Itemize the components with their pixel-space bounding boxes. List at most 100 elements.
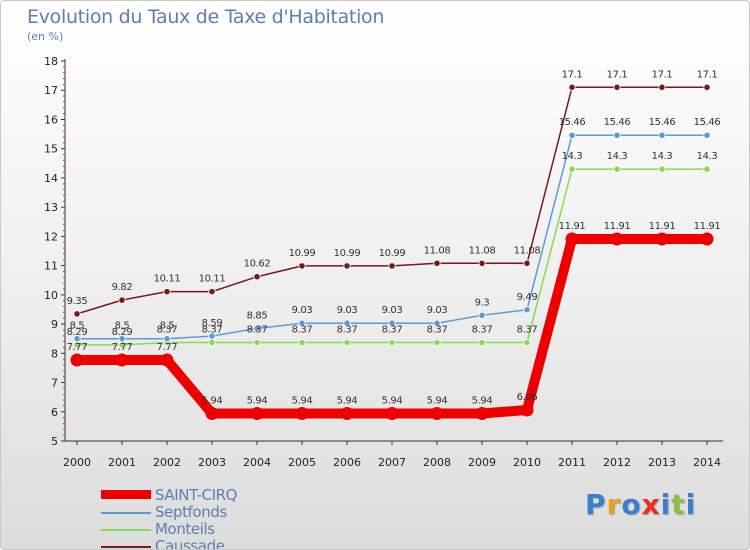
data-label: 11.08 — [469, 245, 496, 256]
data-point — [433, 319, 441, 327]
data-label: 15.46 — [604, 117, 631, 128]
data-point — [655, 232, 669, 246]
data-point — [208, 332, 216, 340]
chart-subtitle: (en %) — [27, 30, 64, 43]
data-label: 14.3 — [652, 151, 673, 162]
data-point — [163, 288, 171, 296]
data-label: 10.11 — [154, 274, 181, 285]
data-point — [298, 338, 306, 347]
data-point — [343, 262, 351, 270]
y-tick-label: 9 — [51, 318, 58, 331]
data-label: 15.46 — [649, 117, 676, 128]
data-label: 8.29 — [67, 327, 88, 338]
legend-swatch — [101, 529, 151, 531]
data-point — [478, 311, 486, 319]
data-label: 8.5 — [160, 321, 175, 332]
y-tick-label: 18 — [44, 55, 58, 68]
data-label: 14.3 — [607, 151, 628, 162]
data-point — [613, 165, 621, 173]
data-point — [253, 338, 261, 347]
y-tick-label: 14 — [44, 172, 58, 185]
logo-letter: x — [641, 488, 661, 521]
data-label: 8.37 — [202, 324, 223, 335]
data-label: 8.37 — [472, 324, 493, 335]
data-label: 14.3 — [697, 151, 718, 162]
data-point — [613, 131, 621, 139]
data-point — [250, 407, 264, 421]
data-point — [388, 262, 396, 270]
x-tick-label: 2001 — [108, 456, 136, 469]
y-tick-label: 6 — [51, 406, 58, 419]
chart-title: Evolution du Taux de Taxe d'Habitation — [27, 6, 385, 28]
legend-item: Caussade — [101, 537, 401, 550]
data-point — [298, 319, 306, 327]
data-label: 7.77 — [157, 342, 178, 353]
data-label: 5.94 — [472, 396, 493, 407]
data-point — [295, 407, 309, 421]
logo-letter: i — [685, 488, 697, 521]
data-label: 8.85 — [247, 310, 268, 321]
data-label: 5.94 — [292, 396, 313, 407]
data-label: 17.1 — [562, 69, 583, 80]
data-point — [523, 306, 531, 314]
data-point — [388, 338, 396, 347]
data-label: 5.94 — [202, 396, 223, 407]
data-label: 8.37 — [517, 324, 538, 335]
x-tick-label: 2007 — [378, 456, 406, 469]
data-label: 8.5 — [115, 321, 130, 332]
x-tick-label: 2013 — [648, 456, 676, 469]
legend-label: SAINT-CIRQ — [155, 486, 238, 504]
data-label: 8.37 — [337, 324, 358, 335]
logo-letter: P — [585, 488, 607, 521]
data-point — [163, 335, 171, 343]
data-label: 10.62 — [244, 259, 271, 270]
data-label: 5.94 — [427, 396, 448, 407]
data-point — [118, 296, 126, 304]
x-tick-label: 2008 — [423, 456, 451, 469]
data-point — [433, 259, 441, 267]
data-point — [160, 353, 174, 367]
data-label: 14.3 — [562, 151, 583, 162]
data-point — [343, 338, 351, 347]
data-point — [568, 165, 576, 173]
data-point — [115, 353, 129, 367]
data-label: 9.35 — [67, 296, 88, 307]
y-tick-label: 13 — [44, 201, 58, 214]
data-label: 9.3 — [475, 297, 490, 308]
x-tick-label: 2005 — [288, 456, 316, 469]
data-label: 17.1 — [607, 69, 628, 80]
x-tick-label: 2010 — [513, 456, 541, 469]
x-tick-label: 2012 — [603, 456, 631, 469]
data-point — [478, 338, 486, 347]
logo-letter: r — [606, 488, 622, 521]
legend-item: SAINT-CIRQ — [101, 486, 401, 504]
logo-letter: o — [621, 488, 642, 521]
data-point — [475, 407, 489, 421]
data-point — [298, 262, 306, 270]
y-tick-label: 16 — [44, 113, 58, 126]
data-label: 8.29 — [112, 327, 133, 338]
data-point — [478, 259, 486, 267]
data-label: 8.59 — [202, 318, 223, 329]
data-label: 9.82 — [112, 282, 133, 293]
legend-swatch — [101, 512, 151, 514]
data-point — [70, 353, 84, 367]
y-tick-label: 12 — [44, 230, 58, 243]
data-label: 5.94 — [382, 396, 403, 407]
data-label: 17.1 — [652, 69, 673, 80]
legend-label: Monteils — [155, 520, 215, 538]
legend-item: Septfonds — [101, 503, 401, 521]
data-point — [208, 288, 216, 296]
data-point — [523, 259, 531, 267]
data-label: 5.94 — [337, 396, 358, 407]
y-tick-label: 5 — [51, 435, 58, 448]
logo-letter: t — [671, 488, 686, 521]
legend-label: Caussade — [155, 537, 225, 550]
data-point — [658, 131, 666, 139]
y-tick-label: 11 — [44, 260, 58, 273]
x-tick-label: 2011 — [558, 456, 586, 469]
data-point — [208, 338, 216, 347]
data-point — [703, 131, 711, 139]
y-tick-label: 10 — [44, 289, 58, 302]
